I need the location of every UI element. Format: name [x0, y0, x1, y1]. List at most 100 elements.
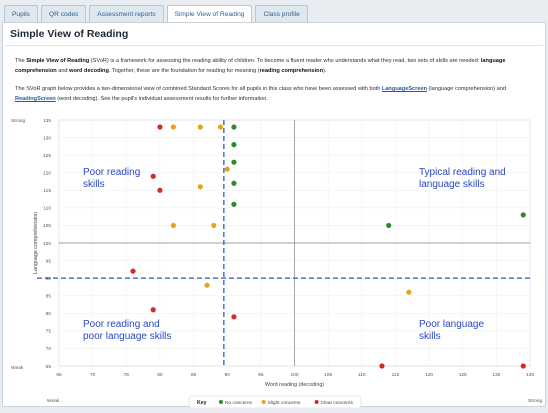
y-tick-label: 90	[46, 276, 52, 282]
text-span: (SVoR) is a framework for assessing the …	[89, 58, 481, 64]
legend-marker	[219, 400, 223, 404]
y-tick-label: 105	[43, 223, 51, 229]
x-tick-label: 130	[492, 372, 500, 378]
text-span: and	[56, 67, 70, 74]
reference-lines-layer	[37, 120, 530, 366]
title-divider	[5, 45, 543, 46]
legend-entry: No concerns	[225, 400, 253, 406]
data-point	[170, 124, 176, 130]
x-tick-label: 90	[225, 372, 231, 378]
data-point	[157, 124, 163, 130]
x-tick-label: 70	[90, 372, 96, 378]
x-tick-label: 80	[157, 372, 163, 378]
tab-simple-view-of-reading[interactable]: Simple View of Reading	[166, 5, 253, 22]
y-tick-label: 65	[46, 364, 52, 370]
x-tick-label: 85	[191, 372, 197, 378]
data-point	[204, 282, 210, 288]
content-panel: Simple View of Reading The Simple View o…	[2, 22, 547, 409]
y-axis-weak-label: Weak	[11, 365, 24, 371]
bold-span: word decoding	[69, 67, 109, 74]
bold-span: reading comprehension	[259, 67, 324, 74]
text-span: ).	[323, 67, 327, 74]
text-span: (language comprehension) and	[426, 86, 506, 92]
y-tick-label: 130	[43, 135, 51, 141]
data-point	[386, 222, 392, 229]
quadrant-label-bottom-left: poor language skills	[83, 331, 171, 342]
y-tick-label: 70	[46, 346, 52, 352]
quadrant-label-bottom-left: Poor reading and	[83, 319, 160, 330]
axes-layer: 65 70 75 80 85 90 95 100 105 110 115 120 125 130 135 65…	[11, 118, 542, 404]
data-point	[231, 159, 237, 165]
quadrant-label-top-right: Typical reading and	[419, 167, 506, 178]
data-point	[197, 124, 203, 130]
data-point	[520, 363, 526, 369]
text-span: The SVoR graph below provides a two-dime…	[15, 86, 382, 92]
page-title: Simple View of Reading	[10, 28, 129, 40]
x-tick-label: 95	[258, 372, 264, 378]
x-tick-label: 135	[526, 372, 534, 378]
y-tick-label: 135	[43, 118, 51, 124]
y-tick-label: 80	[46, 311, 52, 317]
readingscreen-link[interactable]: ReadingScreen	[15, 95, 56, 102]
x-axis-label: Word reading (decoding)	[265, 382, 324, 388]
x-tick-label: 65	[56, 372, 62, 378]
data-point	[130, 268, 136, 274]
tab-class-profile[interactable]: Class profile	[255, 5, 308, 22]
data-point	[231, 124, 237, 130]
data-point	[231, 314, 237, 320]
data-point	[231, 142, 237, 148]
data-point	[170, 222, 176, 229]
data-point	[157, 187, 163, 193]
x-tick-label: 105	[324, 372, 332, 378]
y-tick-label: 85	[46, 294, 52, 300]
svor-chart: Poor reading skills Typical reading and lan…	[3, 113, 547, 409]
data-point	[231, 201, 237, 207]
languagescreen-link[interactable]: LanguageScreen	[381, 86, 427, 92]
points-layer	[130, 124, 526, 369]
legend-entry: Clear concerns	[321, 400, 354, 406]
x-axis-weak-label: Weak	[47, 398, 60, 404]
y-tick-label: 120	[43, 171, 51, 177]
text-span: (word decoding). See the pupil's individ…	[55, 95, 268, 102]
y-tick-label: 100	[43, 241, 51, 247]
x-tick-label: 120	[425, 372, 433, 378]
x-tick-label: 115	[392, 372, 400, 378]
y-tick-label: 125	[43, 153, 51, 159]
data-point	[520, 212, 526, 218]
x-axis-strong-label: Strong	[528, 398, 542, 404]
data-point	[217, 124, 224, 130]
y-axis-strong-label: Strong	[11, 118, 25, 124]
y-tick-label: 110	[43, 206, 51, 212]
intro-paragraph-2: The SVoR graph below provides a two-dime…	[15, 85, 535, 105]
x-tick-label: 125	[459, 372, 467, 378]
tab-qr-codes[interactable]: QR codes	[40, 5, 87, 22]
data-point	[224, 166, 230, 172]
data-point	[150, 307, 156, 313]
quadrant-label-top-left: Poor reading	[83, 167, 140, 178]
legend-title: Key	[197, 400, 207, 406]
x-tick-label: 75	[124, 372, 130, 378]
y-axis-label: Language comprehension	[33, 212, 39, 274]
data-point	[150, 173, 156, 179]
legend-marker	[261, 400, 266, 404]
y-tick-label: 75	[46, 329, 52, 335]
y-tick-label: 115	[43, 188, 51, 194]
data-point	[379, 363, 385, 369]
data-point	[231, 180, 237, 186]
data-point	[211, 222, 217, 229]
x-tick-label: 110	[358, 372, 366, 378]
x-tick-label: 100	[290, 372, 298, 378]
y-tick-label: 95	[46, 258, 52, 264]
quadrant-label-bottom-right: Poor language	[419, 319, 484, 330]
intro-paragraph-1: The Simple View of Reading (SVoR) is a f…	[15, 57, 535, 77]
text-span: The	[15, 58, 27, 64]
tab-bar: Pupils QR codes Assessment reports Simpl…	[4, 5, 308, 23]
quadrant-label-top-left: skills	[83, 179, 105, 190]
bold-span: language comprehension	[15, 58, 506, 74]
tab-pupils[interactable]: Pupils	[4, 5, 38, 22]
legend-layer: Key No concerns Slight concerns Clear conce…	[188, 395, 362, 409]
tab-assessment-reports[interactable]: Assessment reports	[89, 5, 164, 22]
